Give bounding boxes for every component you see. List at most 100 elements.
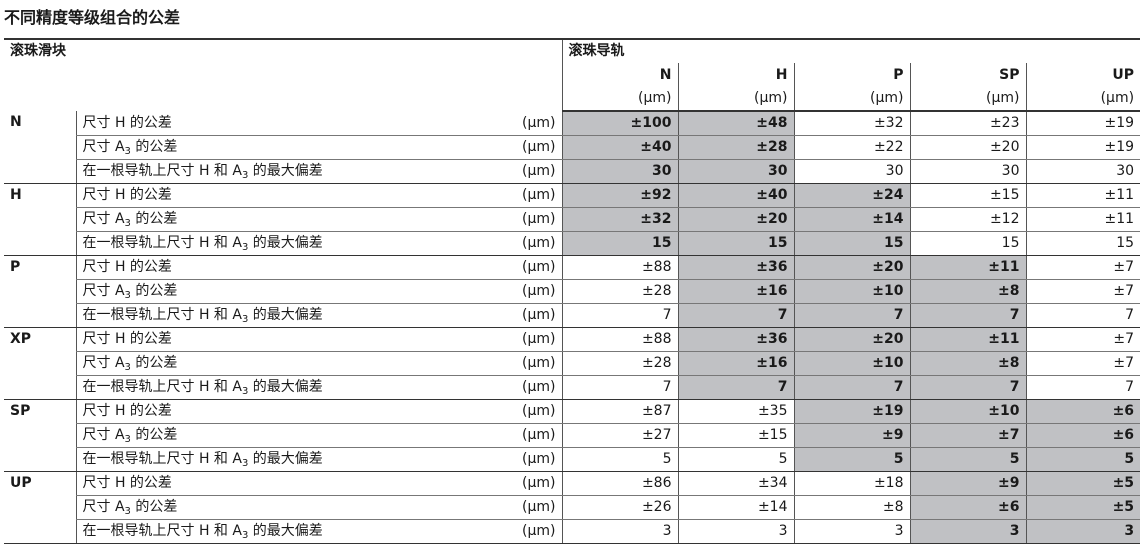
value-cell: ±28: [561, 279, 678, 304]
value-cell: ±9: [793, 423, 910, 448]
unit-label: (μm): [522, 331, 556, 347]
table-row: 尺寸 A3 的公差 (μm) ±32 ±20 ±14 ±12 ±11: [4, 207, 1141, 232]
value-cell: 3: [1025, 519, 1141, 544]
row-description: 在一根导轨上尺寸 H 和 A3 的最大偏差 (μm): [75, 447, 562, 472]
row-description: 尺寸 H 的公差 (μm): [75, 183, 562, 208]
label-text: 在一根导轨上尺寸 H 和 A: [82, 163, 242, 179]
label-text: 尺寸 A: [82, 355, 125, 371]
value-cell: ±48: [677, 111, 794, 136]
value-cell: 7: [677, 375, 794, 400]
value-cell: 5: [793, 447, 910, 472]
unit-label: (μm): [522, 403, 556, 419]
rail-class-n: N: [561, 63, 678, 87]
unit-label: (μm): [522, 211, 556, 227]
label-text: 的公差: [130, 355, 178, 371]
description-label: 在一根导轨上尺寸 H 和 A3 的最大偏差: [83, 232, 323, 255]
slider-grade-p: P: [4, 255, 76, 328]
value-cell: ±14: [677, 495, 794, 520]
label-text: 的公差: [130, 499, 178, 515]
unit-label: (μm): [522, 379, 556, 395]
description-label: 在一根导轨上尺寸 H 和 A3 的最大偏差: [83, 448, 323, 471]
value-cell: 7: [561, 303, 678, 328]
value-cell: ±14: [793, 207, 910, 232]
description-label: 尺寸 A3 的公差: [83, 496, 178, 519]
table-title: 不同精度等级组合的公差: [4, 8, 181, 27]
label-text: 的公差: [130, 283, 178, 299]
description-wrap: 在一根导轨上尺寸 H 和 A3 的最大偏差 (μm): [83, 232, 556, 255]
row-description: 尺寸 H 的公差 (μm): [75, 399, 562, 424]
value-cell: ±23: [909, 111, 1026, 136]
description-label: 尺寸 H 的公差: [83, 400, 172, 423]
rail-class-sp: SP: [909, 63, 1026, 87]
label-text: 在一根导轨上尺寸 H 和 A: [82, 523, 242, 539]
row-description: 尺寸 H 的公差 (μm): [75, 111, 562, 136]
table-row: UP 尺寸 H 的公差 (μm) ±86 ±34 ±18 ±9 ±5: [4, 471, 1141, 544]
description-wrap: 尺寸 A3 的公差 (μm): [83, 208, 556, 231]
table-row: 尺寸 A3 的公差 (μm) ±40 ±28 ±22 ±20 ±19: [4, 135, 1141, 160]
description-wrap: 尺寸 H 的公差 (μm): [83, 184, 556, 207]
rail-class-h: H: [677, 63, 794, 87]
value-cell: ±7: [1025, 255, 1141, 280]
value-cell: 7: [909, 375, 1026, 400]
label-text: 的公差: [130, 427, 178, 443]
table-row: 在一根导轨上尺寸 H 和 A3 的最大偏差 (μm) 7 7 7 7 7: [4, 375, 1141, 400]
value-cell: 3: [909, 519, 1026, 544]
slider-grade-h: H: [4, 183, 76, 256]
value-cell: ±19: [1025, 135, 1141, 160]
unit-label: (μm): [909, 87, 1026, 112]
description-label: 在一根导轨上尺寸 H 和 A3 的最大偏差: [83, 160, 323, 183]
value-cell: 5: [677, 447, 794, 472]
description-label: 尺寸 A3 的公差: [83, 280, 178, 303]
description-wrap: 在一根导轨上尺寸 H 和 A3 的最大偏差 (μm): [83, 376, 556, 399]
value-cell: ±11: [1025, 207, 1141, 232]
slider-header: 滚珠滑块: [4, 38, 562, 111]
value-cell: ±86: [561, 471, 678, 496]
label-text: 的最大偏差: [248, 163, 323, 179]
label-text: 的最大偏差: [248, 235, 323, 251]
unit-label: (μm): [522, 259, 556, 275]
table-row: 尺寸 A3 的公差 (μm) ±28 ±16 ±10 ±8 ±7: [4, 351, 1141, 376]
label-text: 尺寸 A: [82, 139, 125, 155]
label-text: 尺寸 H 的公差: [82, 114, 172, 131]
value-cell: ±11: [909, 255, 1026, 280]
unit-label: (μm): [522, 355, 556, 371]
label-text: 在一根导轨上尺寸 H 和 A: [82, 451, 242, 467]
value-cell: 7: [793, 303, 910, 328]
subscript: 3: [124, 434, 131, 445]
label-text: 尺寸 H 的公差: [82, 187, 172, 203]
description-label: 在一根导轨上尺寸 H 和 A3 的最大偏差: [83, 376, 323, 399]
subscript: 3: [241, 314, 249, 325]
table-row: SP 尺寸 H 的公差 (μm) ±87 ±35 ±19 ±10 ±6: [4, 399, 1141, 472]
value-cell: 7: [677, 303, 794, 328]
unit-label: (μm): [522, 307, 556, 323]
value-cell: 5: [909, 447, 1026, 472]
unit-label: (μm): [677, 87, 794, 112]
row-description: 尺寸 H 的公差 (μm): [75, 471, 562, 496]
label-text: 尺寸 H 的公差: [82, 475, 172, 491]
value-cell: ±8: [909, 351, 1026, 376]
value-cell: ±7: [1025, 351, 1141, 376]
value-cell: ±36: [677, 255, 794, 280]
value-cell: ±11: [1025, 183, 1141, 208]
row-description: 尺寸 A3 的公差 (μm): [75, 207, 562, 232]
value-cell: ±92: [561, 183, 678, 208]
row-description: 尺寸 H 的公差 (μm): [75, 327, 562, 352]
value-cell: ±32: [793, 111, 910, 136]
subscript: 3: [124, 290, 131, 301]
label-text: 尺寸 A: [82, 427, 125, 443]
subscript: 3: [124, 506, 131, 517]
label-text: 尺寸 H 的公差: [82, 331, 172, 347]
subscript: 3: [124, 218, 131, 229]
table-row: 尺寸 A3 的公差 (μm) ±27 ±15 ±9 ±7 ±6: [4, 423, 1141, 448]
rail-header: 滚珠导轨: [561, 38, 1141, 63]
row-description: 尺寸 A3 的公差 (μm): [75, 135, 562, 160]
rail-class-p: P: [793, 63, 910, 87]
value-cell: ±8: [793, 495, 910, 520]
value-cell: ±9: [909, 471, 1026, 496]
table-row: P 尺寸 H 的公差 (μm) ±88 ±36 ±20 ±11 ±7: [4, 255, 1141, 328]
label-text: 尺寸 A: [82, 283, 125, 299]
description-wrap: 尺寸 H 的公差 (μm): [83, 328, 556, 351]
unit-label: (μm): [561, 87, 678, 112]
value-cell: ±19: [793, 399, 910, 424]
description-label: 尺寸 A3 的公差: [83, 136, 178, 159]
